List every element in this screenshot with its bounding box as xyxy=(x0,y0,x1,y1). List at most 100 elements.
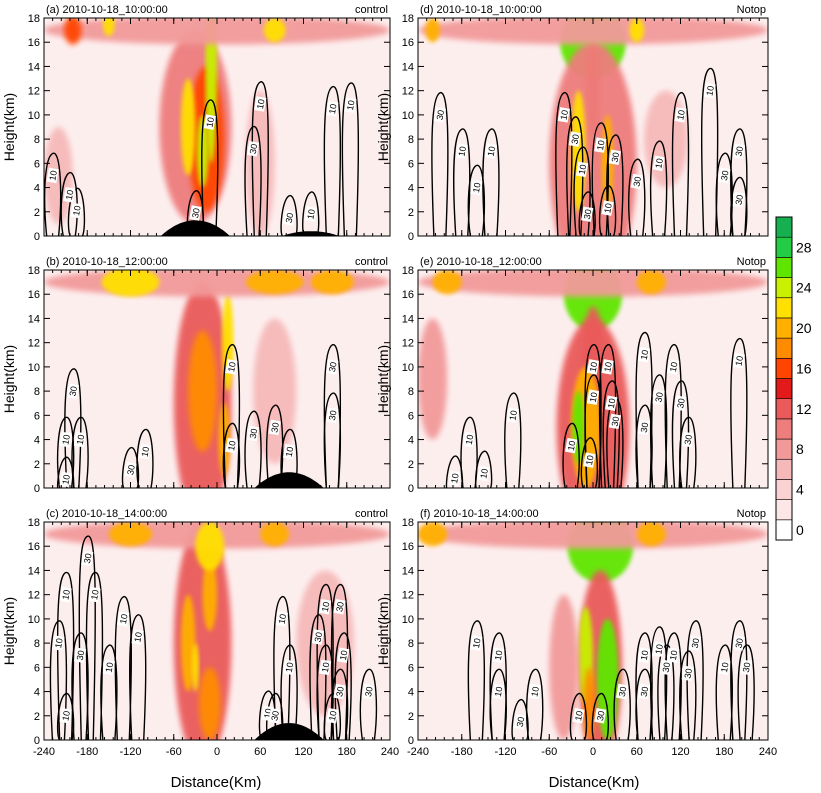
svg-text:10: 10 xyxy=(588,391,600,403)
shading-blob xyxy=(260,522,290,547)
x-tick-label: -120 xyxy=(119,746,141,758)
y-tick-label: 18 xyxy=(402,517,414,529)
svg-text:30: 30 xyxy=(690,637,702,649)
contour-line xyxy=(649,374,668,488)
y-tick-label: 16 xyxy=(28,289,40,301)
contour-label: 10 xyxy=(506,407,519,424)
contour-label: 10 xyxy=(455,143,468,159)
svg-text:10: 10 xyxy=(478,468,490,480)
y-axis-label: Height(km) xyxy=(375,597,391,665)
svg-text:30: 30 xyxy=(653,391,665,403)
y-tick-label: 16 xyxy=(402,289,414,301)
colorbar-label: 28 xyxy=(796,239,812,255)
panel-title: (b) 2010-10-18_12:00:00 xyxy=(46,256,168,268)
contour-label: 10 xyxy=(564,437,578,454)
contour-line xyxy=(569,693,588,740)
y-tick-label: 16 xyxy=(402,37,414,49)
panel-title: (e) 2010-10-18_12:00:00 xyxy=(420,256,542,268)
colorbar-label: 20 xyxy=(796,320,812,336)
svg-text:10: 10 xyxy=(327,103,339,115)
shading-blob xyxy=(245,270,304,295)
contour-label: 30 xyxy=(674,395,687,411)
x-tick-label: 60 xyxy=(631,746,643,758)
colorbar-frame xyxy=(775,216,793,541)
contour-label: 10 xyxy=(732,353,745,369)
shading-blob xyxy=(195,522,225,571)
svg-text:10: 10 xyxy=(60,710,72,722)
contour-label: 10 xyxy=(674,107,687,123)
y-tick-label: 8 xyxy=(34,386,40,398)
svg-text:30: 30 xyxy=(734,637,746,649)
panel-case: control xyxy=(355,508,388,520)
terrain-shape xyxy=(281,231,340,236)
contour-line xyxy=(121,447,140,488)
contour-label: 30 xyxy=(333,599,346,615)
svg-text:30: 30 xyxy=(313,631,325,643)
colorbar: 0 4 8 12 16 20 24 28 xyxy=(775,216,812,541)
tick-marks xyxy=(417,269,769,489)
svg-text:10: 10 xyxy=(668,650,680,662)
contour-label: 30 xyxy=(739,659,752,676)
svg-text:10: 10 xyxy=(577,164,589,176)
svg-text:10: 10 xyxy=(471,182,483,194)
contour-label: 30 xyxy=(66,383,79,399)
x-tick-label: -240 xyxy=(407,746,429,758)
svg-text:10: 10 xyxy=(595,139,607,151)
svg-text:30: 30 xyxy=(284,212,296,224)
contour-lines xyxy=(445,332,748,488)
y-tick-label: 4 xyxy=(408,183,414,195)
svg-text:10: 10 xyxy=(653,158,665,170)
shading-blob xyxy=(188,330,217,452)
contour-label: 10 xyxy=(254,96,267,112)
svg-text:30: 30 xyxy=(734,194,746,206)
shading-blob xyxy=(310,270,354,295)
contour-line xyxy=(323,344,342,488)
colorbar-label: 8 xyxy=(796,441,804,457)
contour-label: 30 xyxy=(433,107,447,123)
svg-text:10: 10 xyxy=(573,710,585,722)
contour-label: 30 xyxy=(568,131,581,147)
shading-blob xyxy=(418,522,768,549)
y-tick-label: 2 xyxy=(34,711,40,723)
svg-text:10: 10 xyxy=(60,434,72,446)
y-tick-label: 8 xyxy=(408,386,414,398)
contour-line xyxy=(730,338,748,488)
contour-label: 10 xyxy=(304,206,317,222)
svg-text:30: 30 xyxy=(675,398,687,410)
y-tick-label: 0 xyxy=(408,231,414,243)
svg-text:30: 30 xyxy=(327,410,339,422)
contour-line xyxy=(222,422,241,488)
contour-line xyxy=(580,437,599,488)
colorbar-label: 12 xyxy=(796,401,812,417)
panel-2: 1030101030301030101010301010103030300246… xyxy=(375,4,769,243)
svg-text:30: 30 xyxy=(435,109,447,121)
svg-text:10: 10 xyxy=(566,440,578,452)
y-axis-label: Height(km) xyxy=(1,345,17,413)
contour-line xyxy=(129,614,147,740)
shading-blob xyxy=(180,78,196,176)
contour-label: 10 xyxy=(282,659,295,676)
y-tick-label: 14 xyxy=(28,61,40,73)
svg-text:30: 30 xyxy=(248,428,260,440)
shading-blob xyxy=(636,270,666,295)
shading-blob xyxy=(263,18,286,43)
contour-line xyxy=(323,86,342,236)
svg-text:10: 10 xyxy=(602,202,614,214)
colorbar-label: 24 xyxy=(796,280,812,296)
svg-text:10: 10 xyxy=(327,710,339,722)
contour-label: 30 xyxy=(246,141,259,157)
contour-label: 30 xyxy=(608,149,621,166)
contour-label: 10 xyxy=(59,431,72,448)
contour-label: 30 xyxy=(362,683,375,700)
contour-line xyxy=(467,620,486,740)
contour-line xyxy=(511,699,529,740)
contour-label: 10 xyxy=(572,708,585,724)
contour-line xyxy=(555,92,573,236)
contour-label: 10 xyxy=(225,437,238,454)
svg-text:30: 30 xyxy=(734,146,746,158)
y-tick-label: 6 xyxy=(34,662,40,674)
contour-label: 10 xyxy=(601,200,614,216)
shading-blob xyxy=(64,18,82,45)
svg-text:30: 30 xyxy=(363,686,375,698)
contour-line xyxy=(341,82,360,236)
